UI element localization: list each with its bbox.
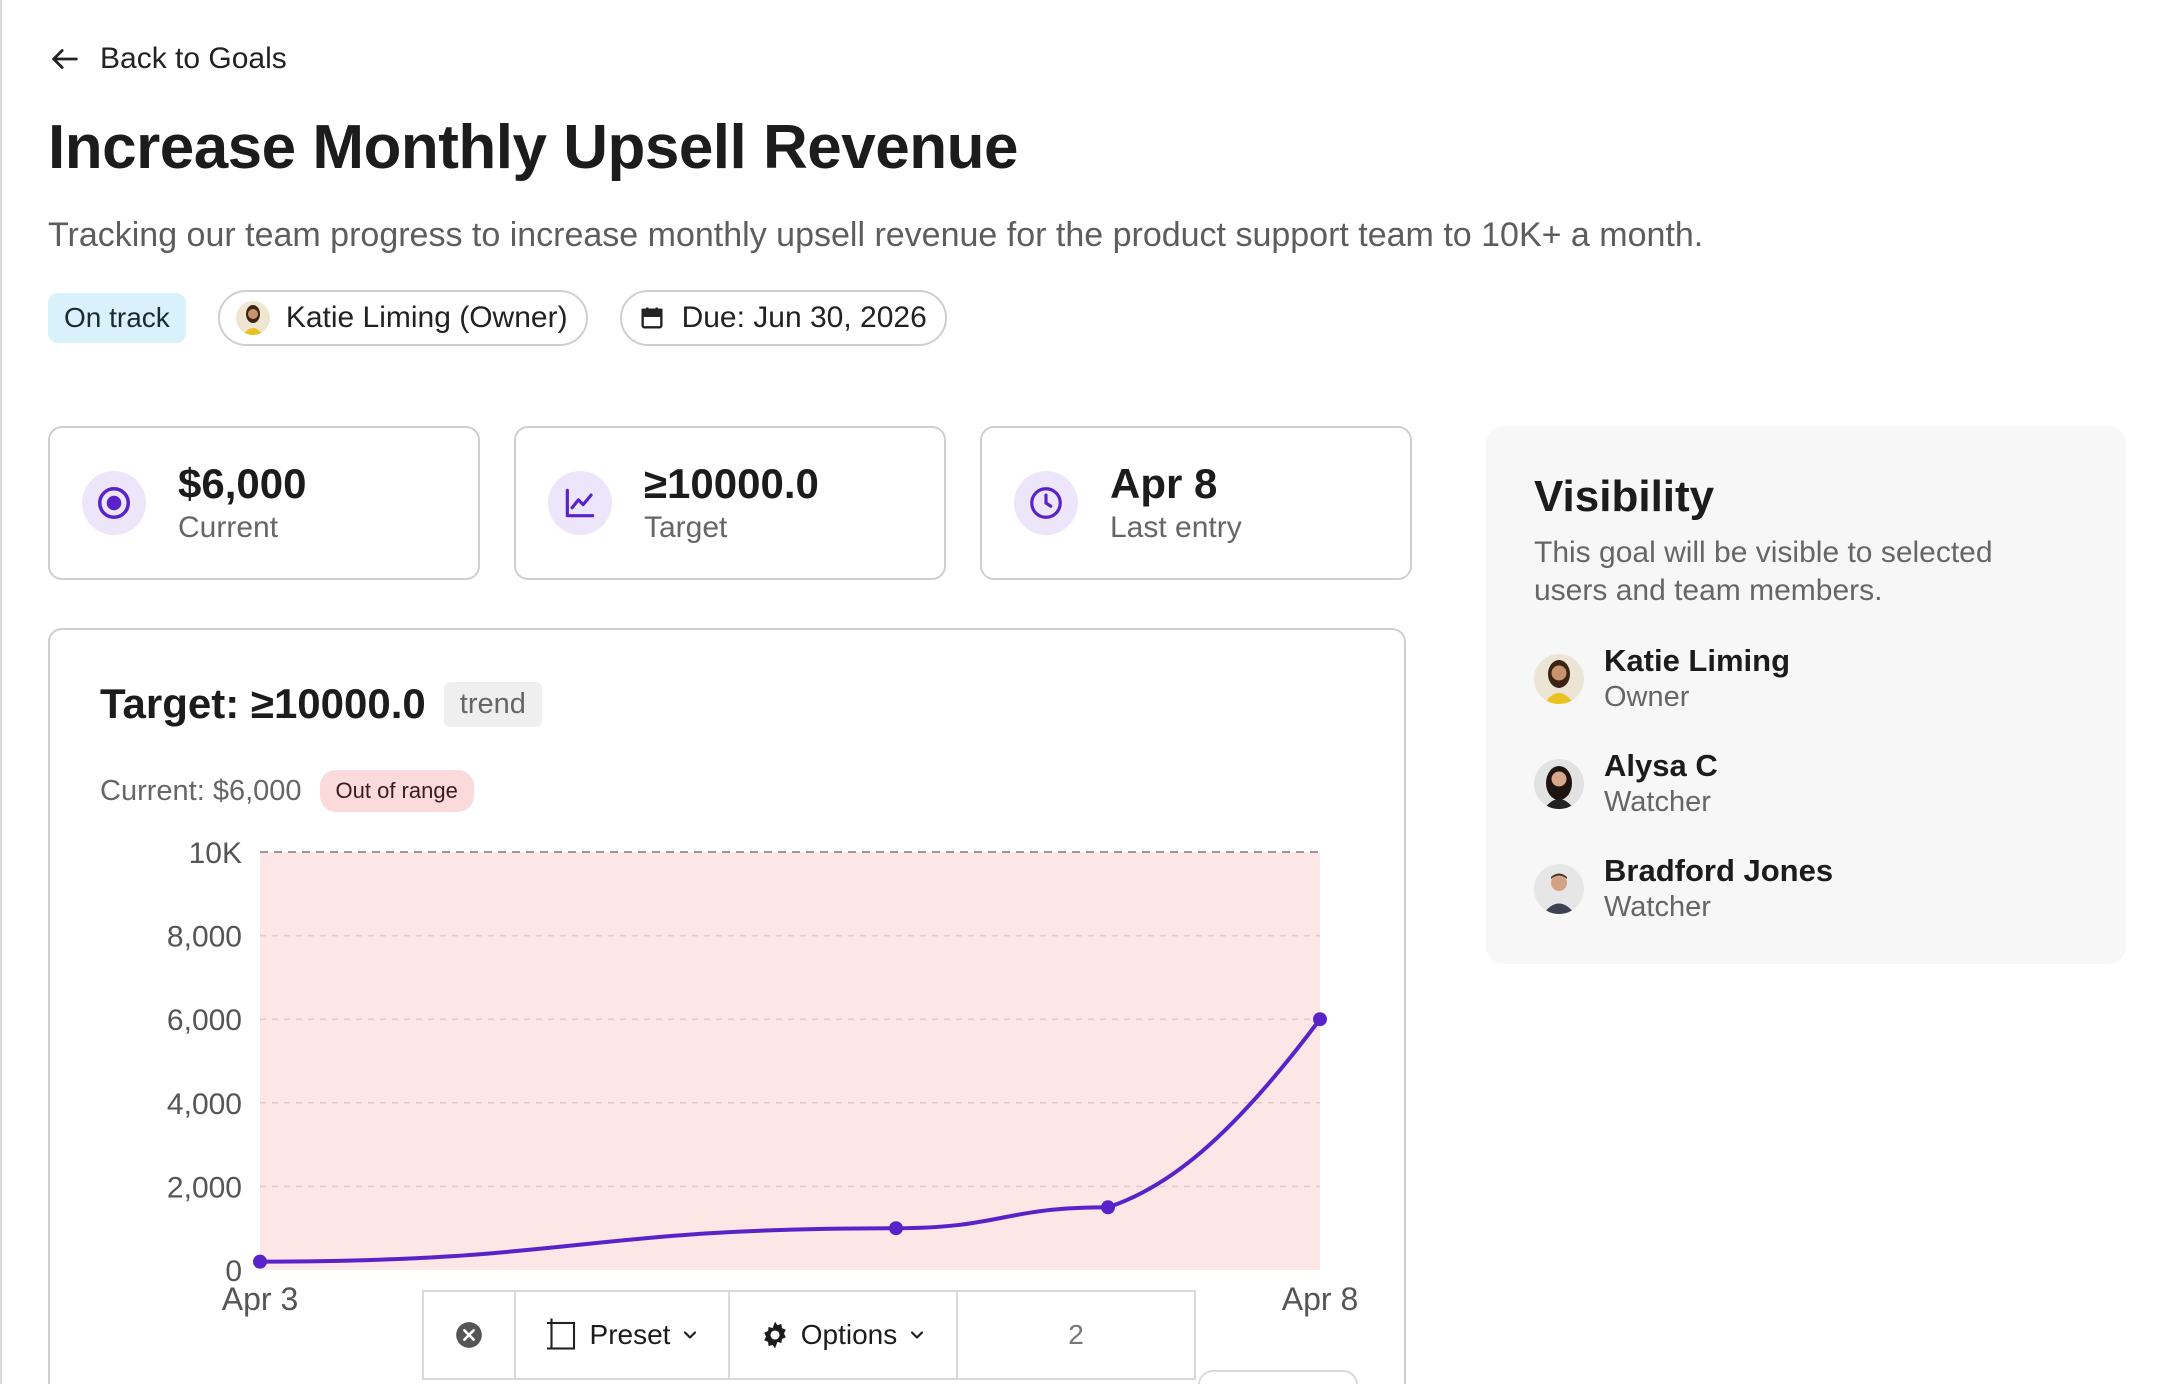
member-row[interactable]: Katie Liming Owner — [1534, 643, 2078, 714]
close-circle-icon — [456, 1322, 482, 1348]
back-link-label: Back to Goals — [100, 42, 287, 75]
chart-mode-tag: trend — [443, 681, 542, 727]
chart-current-value: Current: $6,000 — [100, 774, 302, 807]
options-label: Options — [800, 1319, 898, 1350]
owner-pill-label: Katie Liming (Owner) — [285, 301, 568, 334]
avatar — [1534, 758, 1584, 809]
floating-toolbar: Preset Options 2 — [422, 1290, 1196, 1380]
last-entry-value: Apr 8 — [1110, 459, 1218, 507]
chart-title: Target: ≥10000.0 — [100, 680, 426, 727]
x-tick-label: Apr 8 — [1282, 1281, 1358, 1317]
member-role: Watcher — [1604, 891, 1711, 923]
calendar-icon — [641, 307, 663, 329]
owner-pill[interactable]: Katie Liming (Owner) — [217, 290, 588, 346]
data-point — [253, 1254, 267, 1269]
close-toolbar-button[interactable] — [424, 1292, 516, 1378]
status-badge: On track — [48, 293, 186, 343]
preset-label: Preset — [589, 1319, 671, 1350]
goal-meta-row: On track Katie Liming (Owner) Due: Jun 3… — [48, 290, 947, 346]
chevron-down-icon — [684, 1331, 697, 1339]
visibility-title: Visibility — [1534, 472, 1715, 521]
target-icon — [98, 487, 130, 519]
options-dropdown[interactable]: Options — [730, 1292, 958, 1378]
last-entry-label: Last entry — [1110, 511, 1242, 545]
preset-dropdown[interactable]: Preset — [516, 1292, 730, 1378]
avatar — [1534, 653, 1584, 704]
partially-hidden-control[interactable] — [1198, 1370, 1358, 1384]
data-point — [1313, 1012, 1327, 1027]
out-of-range-band — [260, 852, 1320, 1270]
trend-icon — [565, 488, 595, 518]
frame-icon — [546, 1318, 575, 1350]
y-tick-label: 6,000 — [167, 1004, 242, 1037]
member-row[interactable]: Alysa C Watcher — [1534, 748, 2078, 819]
member-name: Bradford Jones — [1604, 853, 1834, 888]
y-tick-label: 8,000 — [167, 921, 242, 954]
member-name: Katie Liming — [1604, 643, 1791, 678]
progress-chart-card: Target: ≥10000.0 trend Current: $6,000 O… — [48, 628, 1406, 1384]
gear-icon — [763, 1321, 786, 1349]
current-stat-card: $6,000 Current — [48, 426, 480, 580]
target-label: Target — [644, 511, 728, 545]
member-row[interactable]: Bradford Jones Watcher — [1534, 853, 2078, 924]
visibility-description: This goal will be visible to selected us… — [1534, 536, 1993, 607]
avatar — [235, 301, 270, 335]
current-value: $6,000 — [178, 459, 307, 507]
clock-icon — [1030, 487, 1062, 519]
member-role: Owner — [1604, 681, 1690, 713]
window-left-border — [0, 0, 2, 1384]
back-to-goals-link[interactable]: Back to Goals — [48, 42, 287, 76]
due-date-label: Due: Jun 30, 2026 — [681, 301, 927, 334]
goal-description: Tracking our team progress to increase m… — [48, 216, 1704, 254]
series-line — [258, 1017, 1322, 1264]
avatar — [1534, 863, 1584, 914]
page-title: Increase Monthly Upsell Revenue — [48, 113, 1018, 182]
visibility-panel: Visibility This goal will be visible to … — [1486, 426, 2126, 964]
current-label: Current — [178, 511, 279, 545]
y-tick-label: 4,000 — [167, 1088, 242, 1121]
y-tick-label: 10K — [189, 837, 242, 870]
x-tick-label: Apr 3 — [222, 1281, 298, 1317]
target-value: ≥10000.0 — [644, 459, 819, 507]
page-number-value: 2 — [1068, 1319, 1084, 1350]
data-point — [1101, 1200, 1115, 1215]
member-name: Alysa C — [1604, 748, 1718, 783]
target-stat-card: ≥10000.0 Target — [514, 426, 946, 580]
last-entry-stat-card: Apr 8 Last entry — [980, 426, 1412, 580]
y-tick-label: 2,000 — [167, 1171, 242, 1204]
progress-line-chart: 0 2,000 4,000 6,000 8,000 10K Apr 3 Apr 8 — [167, 837, 1358, 1317]
data-point — [889, 1221, 903, 1236]
due-date-pill[interactable]: Due: Jun 30, 2026 — [619, 290, 947, 346]
y-tick-label: 0 — [225, 1255, 242, 1288]
out-of-range-badge: Out of range — [319, 770, 474, 812]
chevron-down-icon — [911, 1331, 924, 1339]
arrow-left-icon — [52, 49, 78, 69]
member-role: Watcher — [1604, 786, 1711, 818]
page-number-field[interactable]: 2 — [958, 1292, 1194, 1378]
